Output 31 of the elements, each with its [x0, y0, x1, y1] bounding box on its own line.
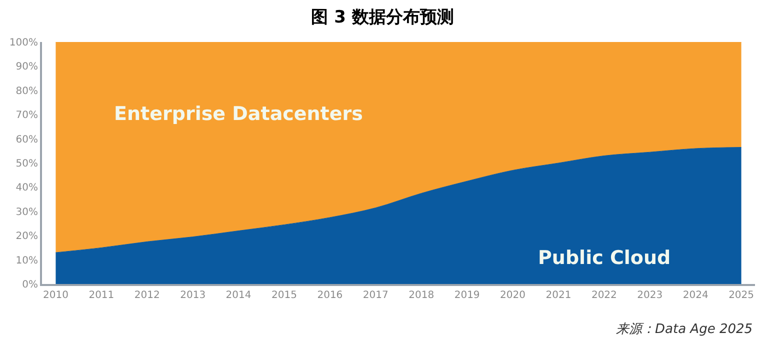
x-tick-label: 2014: [226, 290, 252, 301]
y-tick-label: 70%: [16, 110, 38, 122]
x-tick-label: 2020: [500, 290, 526, 301]
y-tick-label: 30%: [16, 206, 38, 218]
y-tick-label: 80%: [16, 86, 38, 97]
x-tick-label: 2012: [134, 290, 160, 301]
series-label: Public Cloud: [538, 247, 671, 269]
x-tick-label: 2019: [454, 290, 480, 301]
y-tick-label: 50%: [16, 158, 38, 170]
x-tick-label: 2013: [180, 290, 206, 301]
x-tick-label: 2011: [88, 290, 114, 301]
x-tick-label: 2023: [637, 290, 663, 301]
x-tick-label: 2017: [362, 290, 388, 301]
source-note: 来源：Data Age 2025: [616, 322, 753, 337]
y-tick-label: 90%: [16, 62, 38, 73]
x-tick-label: 2010: [42, 290, 68, 301]
y-tick-label: 60%: [16, 134, 38, 146]
x-tick-label: 2022: [591, 290, 617, 301]
y-tick-label: 0%: [22, 280, 38, 290]
x-tick-label: 2018: [408, 290, 434, 301]
series-label: Enterprise Datacenters: [114, 103, 363, 125]
y-tick-label: 40%: [16, 182, 38, 194]
chart-title: 图 3 数据分布预测: [311, 8, 454, 28]
y-tick-label: 10%: [16, 255, 38, 266]
x-tick-label: 2015: [272, 290, 297, 301]
x-tick-label: 2016: [317, 290, 343, 301]
y-tick-label: 20%: [16, 231, 38, 242]
x-tick-label: 2025: [728, 290, 754, 301]
x-tick-label: 2021: [546, 290, 572, 301]
y-tick-label: 100%: [9, 38, 38, 48]
x-tick-label: 2024: [682, 290, 708, 301]
